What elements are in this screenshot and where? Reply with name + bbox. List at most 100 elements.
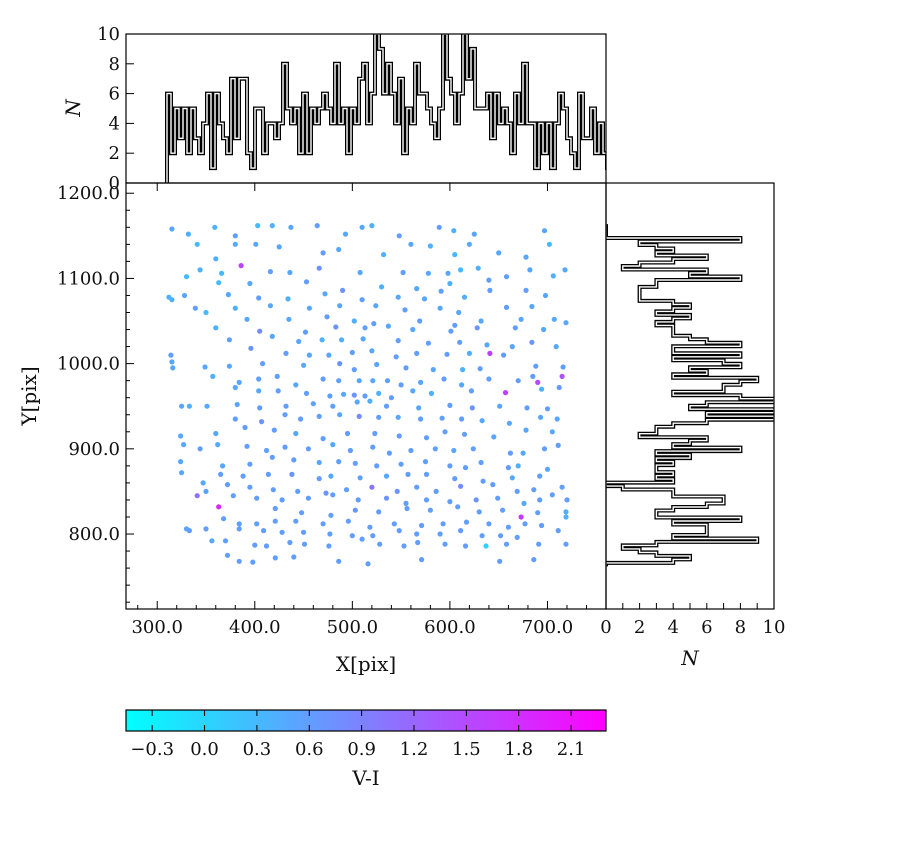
colorbar-tick-label: −0.3 — [130, 739, 174, 760]
scatter-point — [203, 488, 209, 494]
scatter-point — [480, 478, 486, 484]
y-tick-label: 1000.0 — [57, 354, 120, 375]
scatter-point — [515, 463, 521, 469]
scatter-point — [553, 344, 559, 350]
scatter-point — [386, 450, 392, 456]
scatter-point — [423, 497, 430, 503]
scatter-point — [222, 538, 229, 544]
scatter-point — [554, 416, 560, 422]
scatter-point — [299, 510, 305, 516]
scatter-point — [253, 241, 259, 247]
scatter-point — [272, 555, 278, 561]
scatter-point — [533, 363, 539, 369]
scatter-point — [463, 519, 470, 525]
scatter-point — [478, 318, 484, 324]
scatter-point — [270, 487, 276, 493]
scatter-point — [427, 243, 433, 249]
scatter-point — [256, 388, 262, 394]
scatter-point — [330, 442, 336, 448]
colorbar-label: V-I — [351, 766, 379, 790]
scatter-point — [352, 460, 358, 466]
right-x-tick-label: 2 — [634, 617, 645, 638]
scatter-point — [374, 463, 380, 469]
scatter-point — [179, 403, 185, 409]
scatter-point — [186, 528, 192, 534]
scatter-point — [503, 304, 510, 310]
scatter-point — [367, 524, 373, 530]
right-x-tick-label: 6 — [701, 617, 712, 638]
scatter-point — [226, 337, 232, 343]
scatter-point — [478, 459, 484, 466]
scatter-point — [197, 446, 203, 452]
scatter-point — [395, 294, 401, 300]
scatter-point — [442, 541, 448, 547]
scatter-point — [459, 382, 465, 388]
scatter-point — [293, 430, 299, 437]
x-tick-label: 300.0 — [131, 617, 183, 638]
scatter-point — [238, 263, 244, 269]
scatter-point — [483, 543, 489, 549]
scatter-point — [520, 450, 526, 456]
scatter-point — [509, 475, 515, 481]
scatter-point — [316, 459, 322, 466]
y-tick-label: 1200.0 — [57, 183, 120, 204]
scatter-point — [336, 459, 342, 465]
scatter-point — [518, 316, 524, 322]
scatter-point — [490, 482, 496, 488]
scatter-point — [395, 338, 401, 344]
scatter-point — [447, 499, 453, 505]
scatter-point — [263, 543, 270, 549]
top-histogram-y-ticks: 0 2 4 6 8 10 — [97, 24, 134, 194]
scatter-point — [203, 526, 209, 532]
scatter-point — [458, 267, 464, 273]
scatter-point — [475, 265, 481, 271]
scatter-point — [240, 473, 246, 479]
scatter-point — [362, 393, 368, 399]
scatter-point — [536, 541, 542, 547]
scatter-point — [328, 512, 334, 518]
scatter-point — [518, 514, 524, 520]
scatter-point — [351, 367, 357, 373]
scatter-point — [371, 321, 377, 327]
colorbar-tick-label: 1.8 — [504, 739, 533, 760]
scatter-point — [408, 447, 414, 454]
scatter-point — [302, 329, 309, 335]
scatter-point — [256, 295, 262, 301]
scatter-point — [248, 345, 254, 351]
scatter-point — [254, 521, 260, 527]
scatter-point — [247, 461, 253, 467]
scatter-point — [347, 447, 353, 454]
scatter-point — [383, 403, 390, 409]
scatter-point — [372, 430, 378, 437]
scatter-point — [544, 466, 551, 472]
scatter-point — [351, 392, 357, 398]
scatter-point — [523, 287, 529, 293]
scatter-point — [531, 557, 537, 563]
scatter-point — [178, 459, 184, 465]
scatter-point — [221, 516, 227, 522]
scatter-point — [539, 386, 545, 392]
scatter-point — [457, 339, 463, 345]
scatter-point — [559, 484, 565, 490]
scatter-point — [479, 533, 485, 539]
scatter-point — [357, 269, 363, 276]
scatter-point — [530, 373, 536, 379]
scatter-point — [234, 401, 240, 408]
scatter-point — [370, 533, 376, 539]
scatter-point — [301, 529, 307, 535]
scatter-point — [359, 224, 365, 230]
scatter-point — [462, 465, 469, 471]
scatter-point — [283, 350, 289, 356]
colorbar: −0.3 0.0 0.3 0.6 0.9 1.2 1.5 1.8 2.1 V-I — [125, 709, 607, 790]
scatter-point — [486, 376, 492, 382]
scatter-point — [541, 228, 548, 234]
scatter-y-label: Y[pix] — [17, 366, 41, 426]
scatter-point — [560, 364, 566, 370]
scatter-point — [497, 558, 503, 564]
scatter-point — [461, 431, 468, 437]
scatter-point — [439, 415, 445, 421]
scatter-point — [342, 231, 349, 237]
scatter-point — [232, 305, 238, 311]
scatter-point — [383, 473, 390, 479]
scatter-point — [538, 414, 544, 420]
